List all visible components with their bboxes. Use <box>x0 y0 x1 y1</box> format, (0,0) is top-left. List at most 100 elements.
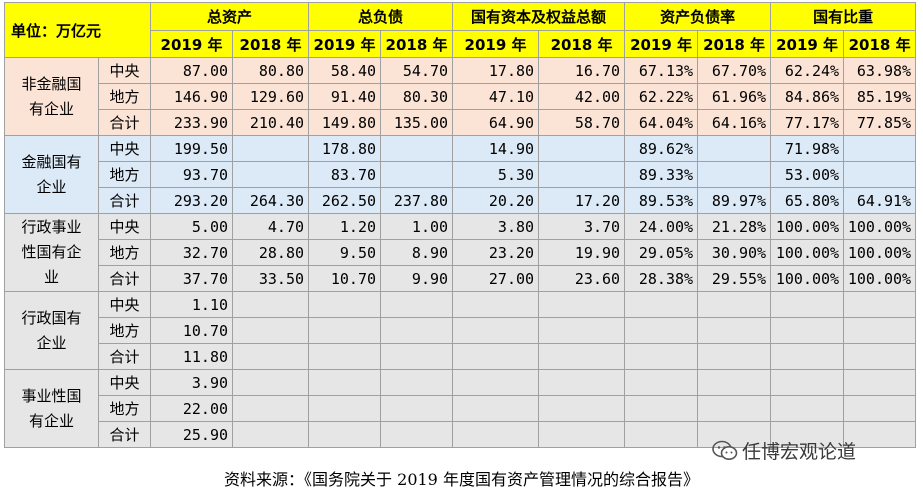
table-cell <box>308 291 382 318</box>
table-cell: 19.90 <box>538 239 626 266</box>
table-cell: 262.50 <box>308 187 382 214</box>
table-cell <box>232 317 310 344</box>
header-year: 2018 年 <box>232 30 310 58</box>
table-cell: 11.80 <box>150 343 234 370</box>
table-row: 地方 146.90 129.60 91.40 80.30 47.10 42.00 62.22%… <box>5 83 917 110</box>
table-cell: 64.91% <box>843 187 917 214</box>
table-cell: 23.60 <box>538 265 626 292</box>
table-cell: 67.70% <box>697 57 772 84</box>
table-cell: 100.00% <box>843 213 917 240</box>
table-row: 行政国有企业 中央 1.10 <box>4 291 917 370</box>
sub-label: 合计 <box>97 343 152 370</box>
header-row-groups: 单位：万亿元 总资产 总负债 国有资本及权益总额 资产负债率 国有比重 <box>3 2 917 58</box>
table-cell <box>697 395 772 422</box>
table-cell <box>843 317 917 344</box>
table-cell <box>770 317 845 344</box>
table-cell <box>624 343 699 370</box>
table-cell: 1.20 <box>308 213 382 240</box>
watermark-text: 任博宏观论道 <box>742 441 857 463</box>
table-row: 合计 25.90 <box>5 421 917 448</box>
table-cell: 28.38% <box>624 265 699 292</box>
table-cell: 264.30 <box>232 187 310 214</box>
table-cell <box>697 421 772 448</box>
table-cell: 5.00 <box>150 213 234 240</box>
table-row: 非金融国有企业 中央 87.00 80.80 58.40 54.70 17.80 16.70 6… <box>4 57 917 136</box>
table-cell <box>697 369 772 396</box>
header-state-capital-equity: 国有资本及权益总额 <box>452 2 626 31</box>
header-debt-ratio: 资产负债率 <box>624 2 772 31</box>
table-cell: 1.10 <box>150 291 234 318</box>
table-row: 合计 233.90 210.40 149.80 135.00 64.90 58.70 64.0… <box>5 109 917 136</box>
table-cell <box>843 421 917 448</box>
table-cell: 23.20 <box>452 239 540 266</box>
table-row: 金融国有企业 中央 199.50 178.80 14.90 89.62% 71.98% <box>4 135 917 214</box>
table-cell <box>232 343 310 370</box>
header-year: 2019 年 <box>452 30 540 58</box>
table-cell <box>624 369 699 396</box>
table-cell <box>308 395 382 422</box>
table-cell: 33.50 <box>232 265 310 292</box>
table-cell: 93.70 <box>150 161 234 188</box>
table-cell: 3.80 <box>452 213 540 240</box>
table-cell <box>538 291 626 318</box>
table-cell: 22.00 <box>150 395 234 422</box>
table-cell: 42.00 <box>538 83 626 110</box>
table-cell: 149.80 <box>308 109 382 136</box>
table-cell <box>380 161 454 188</box>
table-cell: 58.40 <box>308 57 382 84</box>
table-cell: 293.20 <box>150 187 234 214</box>
unit-label: 单位：万亿元 <box>3 2 152 58</box>
table-cell: 84.86% <box>770 83 845 110</box>
table-cell <box>380 395 454 422</box>
header-total-liabilities: 总负债 <box>308 2 454 31</box>
table-cell <box>624 395 699 422</box>
header-row-years: 2019 年 2018 年 2019 年 2018 年 2019 年 2018 … <box>5 30 917 58</box>
table-cell <box>452 421 540 448</box>
table-cell <box>843 369 917 396</box>
table-cell <box>232 291 310 318</box>
table-cell: 65.80% <box>770 187 845 214</box>
table-cell: 30.90% <box>697 239 772 266</box>
table-cell <box>380 291 454 318</box>
header-state-share: 国有比重 <box>770 2 917 31</box>
table-cell <box>452 395 540 422</box>
table-cell: 32.70 <box>150 239 234 266</box>
table-cell: 14.90 <box>452 135 540 162</box>
table-cell <box>308 317 382 344</box>
sub-label: 地方 <box>97 239 152 266</box>
state-assets-table: 单位：万亿元 总资产 总负债 国有资本及权益总额 资产负债率 国有比重 2019… <box>3 2 917 448</box>
table-row: 地方 32.70 28.80 9.50 8.90 23.20 19.90 29.05% 30.9… <box>5 239 917 266</box>
table-cell <box>843 395 917 422</box>
category-label: 金融国有企业 <box>4 135 99 214</box>
table-cell: 83.70 <box>308 161 382 188</box>
table-cell: 85.19% <box>843 83 917 110</box>
header-year: 2018 年 <box>843 30 917 58</box>
table-cell <box>538 161 626 188</box>
table-cell: 58.70 <box>538 109 626 136</box>
table-cell: 61.96% <box>697 83 772 110</box>
table-cell <box>232 421 310 448</box>
table-row: 合计 37.70 33.50 10.70 9.90 27.00 23.60 28.38% 29.… <box>5 265 917 292</box>
wechat-icon <box>712 440 738 460</box>
table-cell: 16.70 <box>538 57 626 84</box>
table-cell: 77.85% <box>843 109 917 136</box>
table-cell <box>697 161 772 188</box>
table-cell: 80.80 <box>232 57 310 84</box>
table-cell <box>624 421 699 448</box>
sub-label: 中央 <box>97 213 152 240</box>
table-cell: 146.90 <box>150 83 234 110</box>
table-cell: 62.22% <box>624 83 699 110</box>
table-cell: 3.90 <box>150 369 234 396</box>
table-cell: 1.00 <box>380 213 454 240</box>
sub-label: 地方 <box>97 395 152 422</box>
table-cell <box>843 161 917 188</box>
table-cell: 64.90 <box>452 109 540 136</box>
sub-label: 中央 <box>97 291 152 318</box>
table-cell <box>770 369 845 396</box>
table-cell: 89.62% <box>624 135 699 162</box>
table-cell: 10.70 <box>150 317 234 344</box>
table-cell: 10.70 <box>308 265 382 292</box>
table-cell: 87.00 <box>150 57 234 84</box>
header-year: 2018 年 <box>697 30 772 58</box>
table-cell: 233.90 <box>150 109 234 136</box>
